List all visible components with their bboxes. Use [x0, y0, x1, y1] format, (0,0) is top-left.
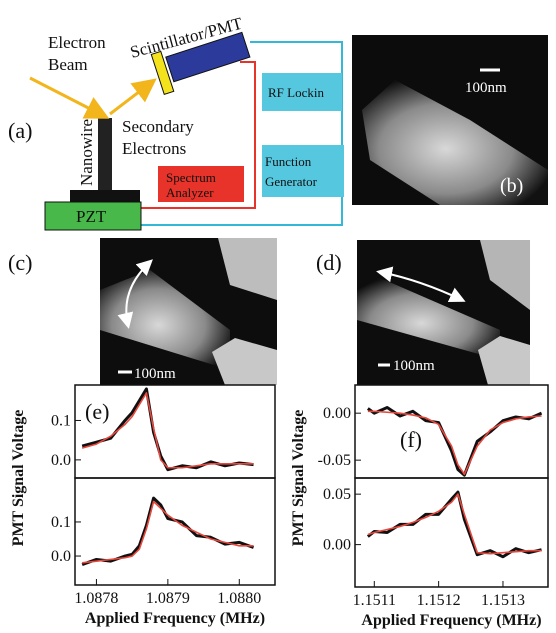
y-tick-label: 0.00	[323, 405, 351, 422]
series-line	[368, 492, 542, 557]
y-axis-label: PMT Signal Voltage	[10, 410, 27, 547]
label: Nanowire	[77, 119, 96, 186]
plot-frame	[355, 385, 548, 478]
y-tick-label: -0.05	[318, 452, 351, 469]
nanowire-shape	[98, 118, 112, 190]
series-line	[368, 411, 542, 474]
label: Function	[265, 154, 312, 169]
scale-label: 100nm	[465, 80, 507, 96]
plot-frame	[75, 478, 275, 585]
x-tick-label: 1.0878	[74, 590, 118, 607]
scale-label: 100nm	[393, 358, 435, 374]
panel-label: (f)	[400, 427, 422, 452]
charts: 0.1 0.0 (e) PMT Signal Voltage 0.1 0.0 1.0878 1…	[10, 385, 548, 629]
panel-label: (c)	[8, 250, 32, 275]
y-tick-label: 0.1	[51, 514, 71, 531]
label: Beam	[48, 55, 88, 74]
x-axis-label: Applied Frequency (MHz)	[361, 612, 541, 629]
sem-c: 100nm	[100, 238, 277, 385]
x-tick-label: 1.1513	[481, 592, 525, 609]
label: Secondary	[122, 117, 194, 136]
label: Electrons	[122, 139, 186, 158]
figure: (a) Electron Beam Scintillator/PMT RF Lo…	[0, 0, 556, 633]
label: Analyzer	[166, 185, 214, 200]
secondary-arrow	[110, 82, 152, 114]
label: Spectrum	[166, 170, 216, 185]
series-line	[82, 502, 253, 563]
panel-label: (a)	[8, 118, 32, 143]
x-tick-label: 1.0879	[146, 590, 190, 607]
label: Electron	[48, 33, 106, 52]
label: RF Lockin	[268, 85, 324, 100]
series-line	[82, 498, 253, 564]
schematic: (a) Electron Beam Scintillator/PMT RF Lo…	[8, 14, 344, 230]
scale-label: 100nm	[134, 366, 176, 382]
label: PZT	[76, 207, 107, 226]
y-axis-label: PMT Signal Voltage	[290, 410, 307, 547]
y-tick-label: 0.0	[51, 452, 71, 469]
x-tick-label: 1.1512	[417, 592, 461, 609]
panel-label: (e)	[85, 399, 109, 424]
series-line	[368, 494, 542, 554]
x-tick-label: 1.0880	[217, 590, 261, 607]
sem-b: 100nm (b)	[352, 35, 548, 205]
x-tick-label: 1.1511	[353, 592, 396, 609]
y-tick-label: 0.05	[323, 486, 351, 503]
label: Generator	[265, 174, 318, 189]
panel-label: (d)	[316, 250, 342, 275]
y-tick-label: 0.00	[323, 537, 351, 554]
y-tick-label: 0.1	[51, 412, 71, 429]
beam-arrow	[30, 78, 104, 116]
series-line	[368, 408, 542, 476]
y-tick-label: 0.0	[51, 548, 71, 565]
sem-d: 100nm	[357, 240, 530, 385]
base	[70, 190, 140, 202]
x-axis-label: Applied Frequency (MHz)	[85, 610, 265, 627]
function-generator-box	[262, 145, 344, 197]
panel-label: (b)	[500, 175, 523, 197]
